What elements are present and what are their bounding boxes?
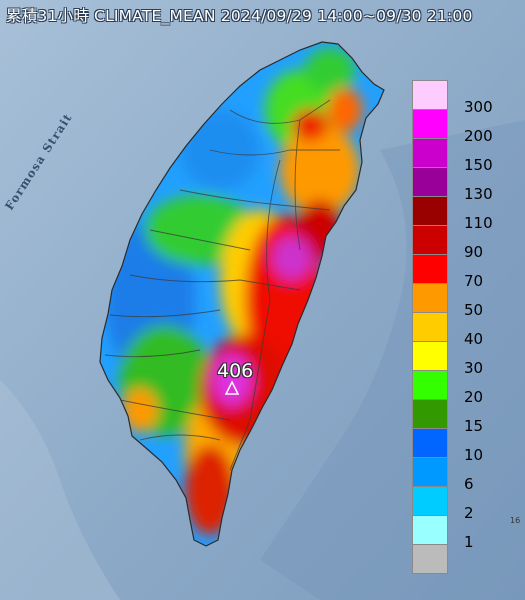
legend-label: 90 (464, 243, 484, 261)
legend-label: 30 (464, 359, 484, 377)
legend-swatch (412, 370, 448, 400)
map-title: 累積31小時 CLIMATE_MEAN 2024/09/29 14:00~09/… (6, 7, 473, 25)
legend-label: 6 (464, 475, 474, 493)
legend-swatch (412, 80, 448, 110)
legend-label: 130 (464, 185, 493, 203)
legend-label: 200 (464, 127, 493, 145)
legend-swatch (412, 138, 448, 168)
legend-label: 10 (464, 446, 484, 464)
legend-swatch (412, 312, 448, 342)
legend-label: 2 (464, 504, 474, 522)
legend-swatch (412, 109, 448, 139)
legend-swatch (412, 167, 448, 197)
legend-label: 1 (464, 533, 474, 551)
legend-label: 300 (464, 98, 493, 116)
legend-swatch (412, 225, 448, 255)
legend-swatch (412, 428, 448, 458)
legend-swatch (412, 196, 448, 226)
legend-label: 20 (464, 388, 484, 406)
legend-label: 15 (464, 417, 484, 435)
legend-label: 110 (464, 214, 493, 232)
corner-label: 16 (510, 516, 521, 525)
legend-label: 50 (464, 301, 484, 319)
legend-swatch (412, 457, 448, 487)
legend-swatch (412, 399, 448, 429)
legend-swatch (412, 254, 448, 284)
legend-swatch (412, 283, 448, 313)
legend-swatch (412, 515, 448, 545)
sea-texture (0, 380, 120, 600)
legend-swatch (412, 486, 448, 516)
legend-swatch (412, 341, 448, 371)
sea-texture (260, 120, 525, 600)
legend-label: 70 (464, 272, 484, 290)
legend-label: 40 (464, 330, 484, 348)
coastline (99, 41, 385, 547)
max-value-label: 406 (217, 360, 254, 382)
legend-swatch (412, 544, 448, 574)
max-marker-triangle (224, 380, 240, 395)
legend-label: 150 (464, 156, 493, 174)
